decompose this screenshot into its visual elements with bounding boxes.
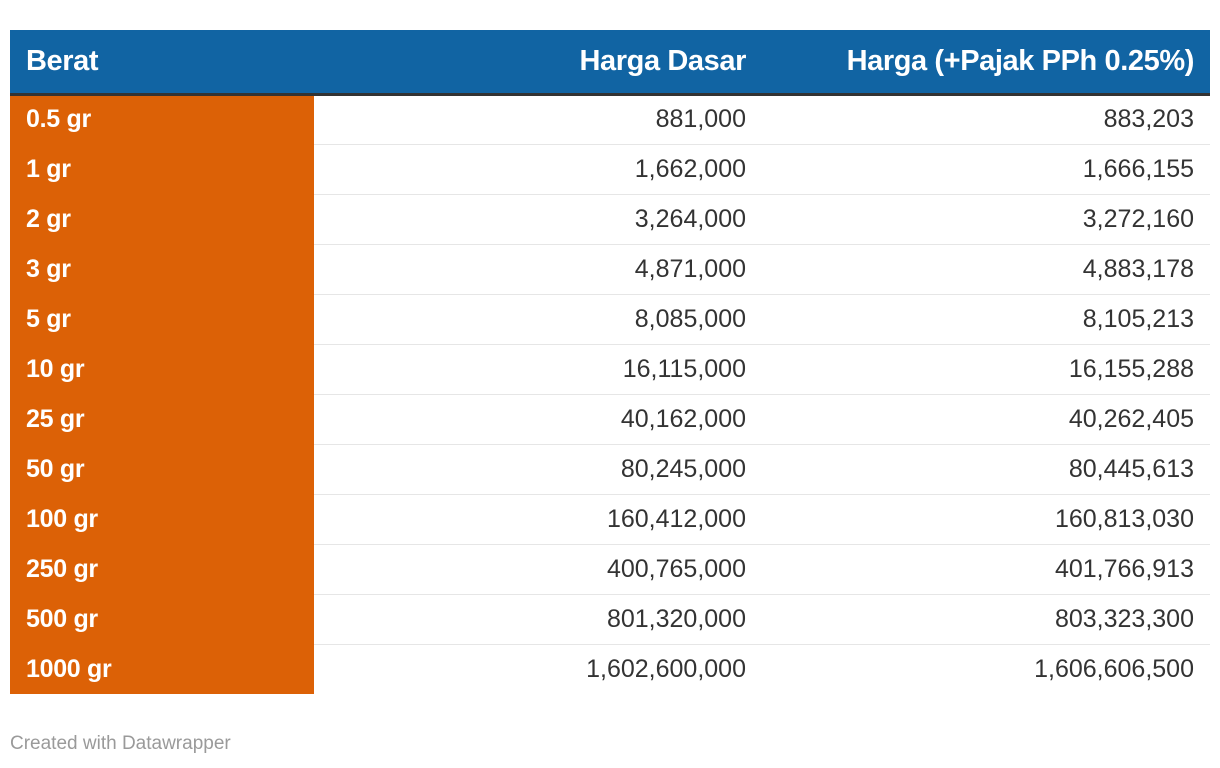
cell-harga-pajak: 803,323,300 bbox=[762, 594, 1210, 645]
table-row: 1 gr 1,662,000 1,666,155 bbox=[10, 144, 1210, 195]
gold-price-table: Berat Harga Dasar Harga (+Pajak PPh 0.25… bbox=[10, 30, 1210, 694]
cell-harga-dasar: 3,264,000 bbox=[314, 194, 762, 245]
cell-berat: 25 gr bbox=[10, 394, 314, 444]
price-table-container: Berat Harga Dasar Harga (+Pajak PPh 0.25… bbox=[10, 30, 1210, 694]
cell-harga-pajak: 16,155,288 bbox=[762, 344, 1210, 395]
table-row: 0.5 gr 881,000 883,203 bbox=[10, 94, 1210, 145]
table-row: 100 gr 160,412,000 160,813,030 bbox=[10, 494, 1210, 545]
cell-harga-pajak: 8,105,213 bbox=[762, 294, 1210, 345]
cell-harga-dasar: 4,871,000 bbox=[314, 244, 762, 295]
cell-harga-pajak: 4,883,178 bbox=[762, 244, 1210, 295]
cell-harga-pajak: 883,203 bbox=[762, 94, 1210, 145]
column-header-harga-dasar[interactable]: Harga Dasar bbox=[314, 30, 762, 96]
cell-harga-pajak: 401,766,913 bbox=[762, 544, 1210, 595]
cell-berat: 5 gr bbox=[10, 294, 314, 344]
table-row: 5 gr 8,085,000 8,105,213 bbox=[10, 294, 1210, 345]
table-row: 3 gr 4,871,000 4,883,178 bbox=[10, 244, 1210, 295]
table-row: 2 gr 3,264,000 3,272,160 bbox=[10, 194, 1210, 245]
cell-harga-dasar: 8,085,000 bbox=[314, 294, 762, 345]
cell-harga-dasar: 1,662,000 bbox=[314, 144, 762, 195]
table-row: 500 gr 801,320,000 803,323,300 bbox=[10, 594, 1210, 645]
table-row: 25 gr 40,162,000 40,262,405 bbox=[10, 394, 1210, 445]
cell-harga-pajak: 1,606,606,500 bbox=[1034, 654, 1194, 683]
cell-berat: 0.5 gr bbox=[10, 94, 314, 144]
cell-berat: 10 gr bbox=[10, 344, 314, 394]
table-body: 0.5 gr 881,000 883,203 1 gr 1,662,000 1,666,1… bbox=[10, 94, 1210, 694]
column-header-berat[interactable]: Berat bbox=[10, 30, 314, 96]
cell-berat: 1000 gr bbox=[10, 644, 314, 694]
datawrapper-credit: Created with Datawrapper bbox=[10, 733, 231, 754]
cell-harga-dasar: 1,602,600,000 bbox=[586, 654, 746, 683]
table-row: 10 gr 16,115,000 16,155,288 bbox=[10, 344, 1210, 395]
cell-harga-pajak: 40,262,405 bbox=[762, 394, 1210, 445]
column-header-harga-pajak[interactable]: Harga (+Pajak PPh 0.25%) bbox=[762, 30, 1210, 96]
table-header: Berat Harga Dasar Harga (+Pajak PPh 0.25… bbox=[10, 30, 1210, 96]
cell-berat: 50 gr bbox=[10, 444, 314, 494]
cell-harga-pajak: 80,445,613 bbox=[762, 444, 1210, 495]
cell-harga-pajak: 3,272,160 bbox=[762, 194, 1210, 245]
cell-harga-dasar: 16,115,000 bbox=[314, 344, 762, 395]
cell-berat: 250 gr bbox=[10, 544, 314, 594]
cell-harga-dasar: 881,000 bbox=[314, 94, 762, 145]
cell-harga-pajak: 160,813,030 bbox=[762, 494, 1210, 545]
cell-harga-dasar: 80,245,000 bbox=[314, 444, 762, 495]
cell-berat: 1 gr bbox=[10, 144, 314, 194]
cell-harga-pajak: 1,666,155 bbox=[762, 144, 1210, 195]
cell-berat: 100 gr bbox=[10, 494, 314, 544]
cell-harga-dasar: 40,162,000 bbox=[314, 394, 762, 445]
cell-harga-dasar: 160,412,000 bbox=[314, 494, 762, 545]
table-row: 1000 gr 1,602,600,000 1,606,606,500 bbox=[10, 644, 1210, 694]
cell-berat: 500 gr bbox=[10, 594, 314, 644]
cell-berat: 3 gr bbox=[10, 244, 314, 294]
cell-harga-dasar: 801,320,000 bbox=[314, 594, 762, 645]
header-row: Berat Harga Dasar Harga (+Pajak PPh 0.25… bbox=[10, 30, 1210, 96]
table-row: 250 gr 400,765,000 401,766,913 bbox=[10, 544, 1210, 595]
table-row: 50 gr 80,245,000 80,445,613 bbox=[10, 444, 1210, 495]
cell-harga-dasar: 400,765,000 bbox=[314, 544, 762, 595]
cell-berat: 2 gr bbox=[10, 194, 314, 244]
